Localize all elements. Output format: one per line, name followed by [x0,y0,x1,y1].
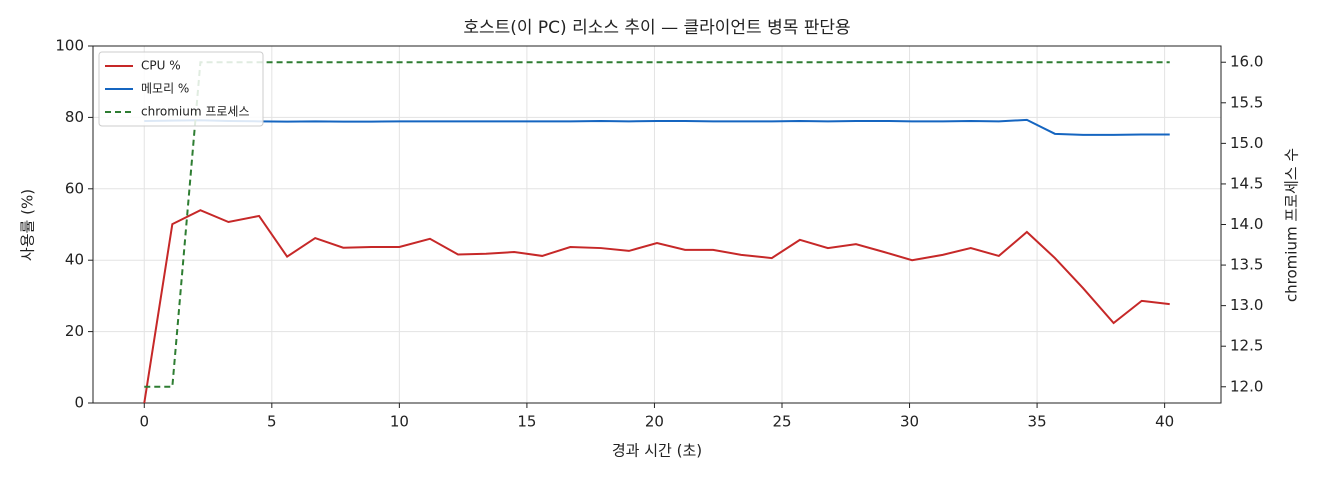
y2-tick-label: 15.5 [1230,93,1263,111]
x-tick-label: 40 [1155,413,1174,431]
series-line [143,209,1170,404]
legend-label: CPU % [141,59,181,73]
x-tick-label: 30 [900,413,919,431]
y-tick-label: 0 [74,394,84,412]
y2-tick-label: 14.0 [1230,215,1263,233]
y2-tick-label: 13.5 [1230,256,1263,274]
legend-label: 메모리 % [141,82,189,96]
x-tick-label: 0 [139,413,149,431]
x-tick-label: 15 [517,413,536,431]
legend-label: chromium 프로세스 [141,105,250,119]
x-axis-label: 경과 시간 (초) [612,442,702,460]
y2-tick-label: 13.0 [1230,296,1263,314]
chart-title: 호스트(이 PC) 리소스 추이 — 클라이언트 병목 판단용 [463,18,850,38]
y-tick-label: 80 [65,108,84,126]
y-tick-label: 40 [65,251,84,269]
x-tick-label: 20 [645,413,664,431]
plot-frame [92,45,1222,404]
x-tick-label: 10 [390,413,409,431]
y-tick-label: 20 [65,322,84,340]
y2-tick-label: 12.5 [1230,337,1263,355]
series-line [144,61,1170,388]
y2-tick-label: 14.5 [1230,174,1263,192]
y2-tick-label: 16.0 [1230,53,1263,71]
x-tick-label: 5 [267,413,277,431]
x-tick-label: 25 [772,413,791,431]
legend: CPU % 메모리 % chromium 프로세스 [98,51,264,127]
legend-box [98,51,264,127]
y2-tick-label: 15.0 [1230,134,1263,152]
y-axis-label: 사용률 (%) [19,189,37,261]
series-line [144,118,1170,136]
y-tick-label: 100 [55,37,84,55]
y-tick-label: 60 [65,179,84,197]
x-tick-label: 35 [1028,413,1047,431]
y2-tick-label: 12.0 [1230,377,1263,395]
y2-axis-label: chromium 프로세스 수 [1283,148,1301,302]
